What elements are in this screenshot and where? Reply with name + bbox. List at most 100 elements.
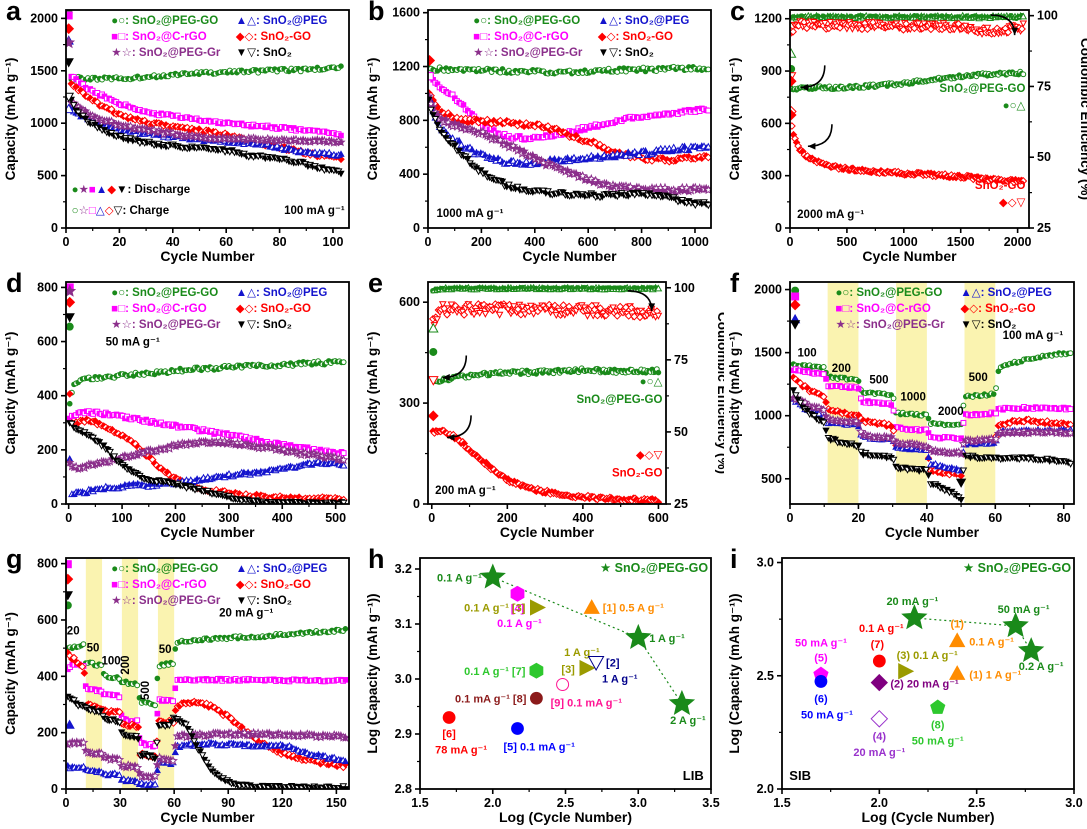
svg-text:▲△: SnO₂@PEG: ▲△: SnO₂@PEG xyxy=(236,15,328,27)
svg-text:Cycle Number: Cycle Number xyxy=(522,248,617,264)
svg-text:25: 25 xyxy=(1037,221,1051,235)
svg-text:▼▽: SnO₂: ▼▽: SnO₂ xyxy=(598,47,654,59)
svg-text:1000 mA g⁻¹: 1000 mA g⁻¹ xyxy=(436,208,503,220)
svg-text:Capacity (mAh g⁻¹): Capacity (mAh g⁻¹) xyxy=(365,58,380,181)
svg-text:●○: SnO₂@PEG-GO: ●○: SnO₂@PEG-GO xyxy=(473,15,580,27)
svg-text:★☆: SnO₂@PEG-Gr: ★☆: SnO₂@PEG-Gr xyxy=(473,47,583,59)
panel-b-plot: 1000 mA g⁻¹ ●○: SnO₂@PEG-GO ■□: SnO₂@C-rGO… xyxy=(365,6,712,264)
svg-text:SnO₂-GO: SnO₂-GO xyxy=(975,180,1026,192)
svg-text:1200: 1200 xyxy=(392,60,420,74)
svg-text:200: 200 xyxy=(165,511,186,525)
panel-label-i: i xyxy=(730,544,738,574)
svg-text:200: 200 xyxy=(37,443,58,457)
svg-text:1000: 1000 xyxy=(890,235,918,249)
svg-text:100 mA g⁻¹: 100 mA g⁻¹ xyxy=(1003,330,1064,342)
svg-text:100: 100 xyxy=(323,235,344,249)
panel-h: h 0.1 A g⁻¹ 1 A g⁻¹ 2 A g⁻¹ [4] 0.1 A g⁻¹ 0.1… xyxy=(362,544,724,829)
panel-f: f 100 200 500 1000 2000 500 100 mA g⁻¹ ●○: SnO₂… xyxy=(724,268,1087,544)
svg-text:600: 600 xyxy=(37,335,58,349)
svg-text:■□: SnO₂@C-rGO: ■□: SnO₂@C-rGO xyxy=(835,303,930,315)
svg-text:SnO₂-GO: SnO₂-GO xyxy=(612,467,663,479)
svg-text:1500: 1500 xyxy=(754,346,782,360)
svg-text:20: 20 xyxy=(851,511,865,525)
panel-label-b: b xyxy=(368,0,385,26)
svg-text:▼▽: SnO₂: ▼▽: SnO₂ xyxy=(960,319,1016,331)
svg-text:Cycle Number: Cycle Number xyxy=(885,524,980,540)
svg-text:Capacity (mAh g⁻¹): Capacity (mAh g⁻¹) xyxy=(727,332,742,455)
svg-text:60: 60 xyxy=(219,235,233,249)
svg-text:2000: 2000 xyxy=(30,11,58,25)
svg-text:◆◇▽: ◆◇▽ xyxy=(636,449,663,461)
svg-text:100: 100 xyxy=(674,281,695,295)
svg-text:20: 20 xyxy=(112,235,126,249)
svg-text:●★■▲◆▼: Discharge: ●★■▲◆▼: Discharge xyxy=(72,184,191,196)
svg-text:80: 80 xyxy=(1057,511,1071,525)
svg-text:75: 75 xyxy=(674,353,688,367)
panel-label-c: c xyxy=(730,0,746,26)
panel-b: b 1000 mA g⁻¹ ●○: SnO₂@PEG-GO ■□: SnO₂@C-r… xyxy=(362,0,724,268)
svg-text:25: 25 xyxy=(674,497,688,511)
svg-text:75: 75 xyxy=(1037,79,1051,93)
svg-text:100: 100 xyxy=(112,511,133,525)
svg-text:Capacity (mAh g⁻¹): Capacity (mAh g⁻¹) xyxy=(365,332,380,455)
svg-text:600: 600 xyxy=(578,235,599,249)
svg-text:★☆: SnO₂@PEG-Gr: ★☆: SnO₂@PEG-Gr xyxy=(111,47,221,59)
svg-text:◆◇: SnO₂-GO: ◆◇: SnO₂-GO xyxy=(236,31,311,43)
panel-label-g: g xyxy=(6,544,23,574)
svg-text:▲△: SnO₂@PEG: ▲△: SnO₂@PEG xyxy=(236,287,328,299)
svg-text:400: 400 xyxy=(572,511,593,525)
svg-text:0: 0 xyxy=(787,235,794,249)
svg-text:★☆: SnO₂@PEG-Gr: ★☆: SnO₂@PEG-Gr xyxy=(111,319,221,331)
svg-text:500: 500 xyxy=(325,511,346,525)
svg-text:300: 300 xyxy=(218,511,239,525)
svg-text:2000: 2000 xyxy=(754,283,782,297)
svg-text:0: 0 xyxy=(413,221,420,235)
svg-text:400: 400 xyxy=(272,511,293,525)
svg-text:40: 40 xyxy=(166,235,180,249)
panel-a-plot: ●★■▲◆▼: Discharge ○☆□△◇▽: Charge 100 mA g⁻… xyxy=(3,9,350,264)
svg-text:★☆: SnO₂@PEG-Gr: ★☆: SnO₂@PEG-Gr xyxy=(835,319,945,331)
svg-text:●○△: ●○△ xyxy=(640,376,663,388)
svg-text:200: 200 xyxy=(832,363,851,375)
svg-text:400: 400 xyxy=(399,167,420,181)
svg-text:60: 60 xyxy=(988,511,1002,525)
panel-e: e 200 mA g⁻¹ ●○△ SnO₂@PEG-GO ◆◇▽ SnO₂-GO 0 200… xyxy=(362,268,724,544)
svg-text:Capacity (mAh g⁻¹): Capacity (mAh g⁻¹) xyxy=(727,58,742,181)
svg-text:▲△: SnO₂@PEG: ▲△: SnO₂@PEG xyxy=(960,287,1052,299)
svg-text:0: 0 xyxy=(775,221,782,235)
panel-i: i 20 mA g⁻¹ 50 mA g⁻¹ 0.2 A g⁻¹ (5) 50 mA g⁻… xyxy=(724,544,1087,829)
svg-text:100 mA g⁻¹: 100 mA g⁻¹ xyxy=(284,205,345,217)
svg-text:50: 50 xyxy=(674,425,688,439)
svg-text:80: 80 xyxy=(273,235,287,249)
panel-g: g 20 50 100 200 500 50 20 mA g⁻¹ ●○: SnO₂@PEG-G… xyxy=(0,544,362,829)
svg-text:●○△: ●○△ xyxy=(1003,100,1026,112)
svg-text:600: 600 xyxy=(648,511,669,525)
svg-text:◆◇: SnO₂-GO: ◆◇: SnO₂-GO xyxy=(960,303,1035,315)
svg-text:40: 40 xyxy=(920,511,934,525)
svg-text:▼▽: SnO₂: ▼▽: SnO₂ xyxy=(236,47,292,59)
svg-text:500: 500 xyxy=(761,472,782,486)
svg-text:0: 0 xyxy=(65,511,72,525)
svg-text:0: 0 xyxy=(787,511,794,525)
svg-text:◆◇: SnO₂-GO: ◆◇: SnO₂-GO xyxy=(236,303,311,315)
svg-text:0: 0 xyxy=(63,235,70,249)
svg-text:1500: 1500 xyxy=(30,64,58,78)
svg-text:●○: SnO₂@PEG-GO: ●○: SnO₂@PEG-GO xyxy=(111,15,218,27)
panel-label-h: h xyxy=(368,544,385,574)
panel-label-f: f xyxy=(730,268,739,298)
svg-text:▼▽: SnO₂: ▼▽: SnO₂ xyxy=(236,319,292,331)
svg-text:■□: SnO₂@C-rGO: ■□: SnO₂@C-rGO xyxy=(111,31,206,43)
svg-text:800: 800 xyxy=(631,235,652,249)
panel-label-a: a xyxy=(6,0,22,26)
svg-text:▲△: SnO₂@PEG: ▲△: SnO₂@PEG xyxy=(598,15,690,27)
panel-e-plot: 200 mA g⁻¹ ●○△ SnO₂@PEG-GO ◆◇▽ SnO₂-GO 0 200 40… xyxy=(365,281,724,540)
svg-text:2000: 2000 xyxy=(938,406,964,418)
svg-text:Coulombic Efficiency (%): Coulombic Efficiency (%) xyxy=(715,312,724,474)
svg-text:500: 500 xyxy=(836,235,857,249)
panel-d-plot: 50 mA g⁻¹ ●○: SnO₂@PEG-GO ■□: SnO₂@C-rGO ★☆… xyxy=(3,280,350,540)
svg-text:1200: 1200 xyxy=(754,12,782,26)
svg-text:500: 500 xyxy=(969,372,988,384)
svg-text:300: 300 xyxy=(399,396,420,410)
